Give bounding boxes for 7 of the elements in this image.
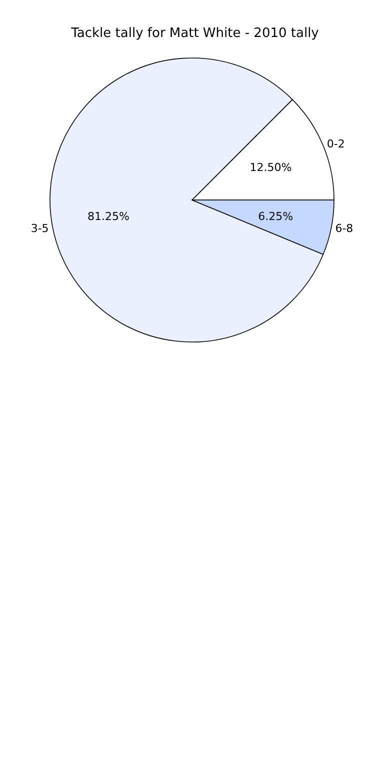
chart-title: Tackle tally for Matt White - 2010 tally	[70, 26, 320, 41]
slice-label: 3-5	[30, 222, 49, 235]
slice-label: 0-2	[326, 138, 345, 151]
data-label: 6.25%	[258, 210, 294, 224]
slice-label: 6-8	[335, 222, 354, 235]
data-label: 12.50%	[250, 160, 292, 174]
data-label: 81.25%	[87, 210, 130, 224]
